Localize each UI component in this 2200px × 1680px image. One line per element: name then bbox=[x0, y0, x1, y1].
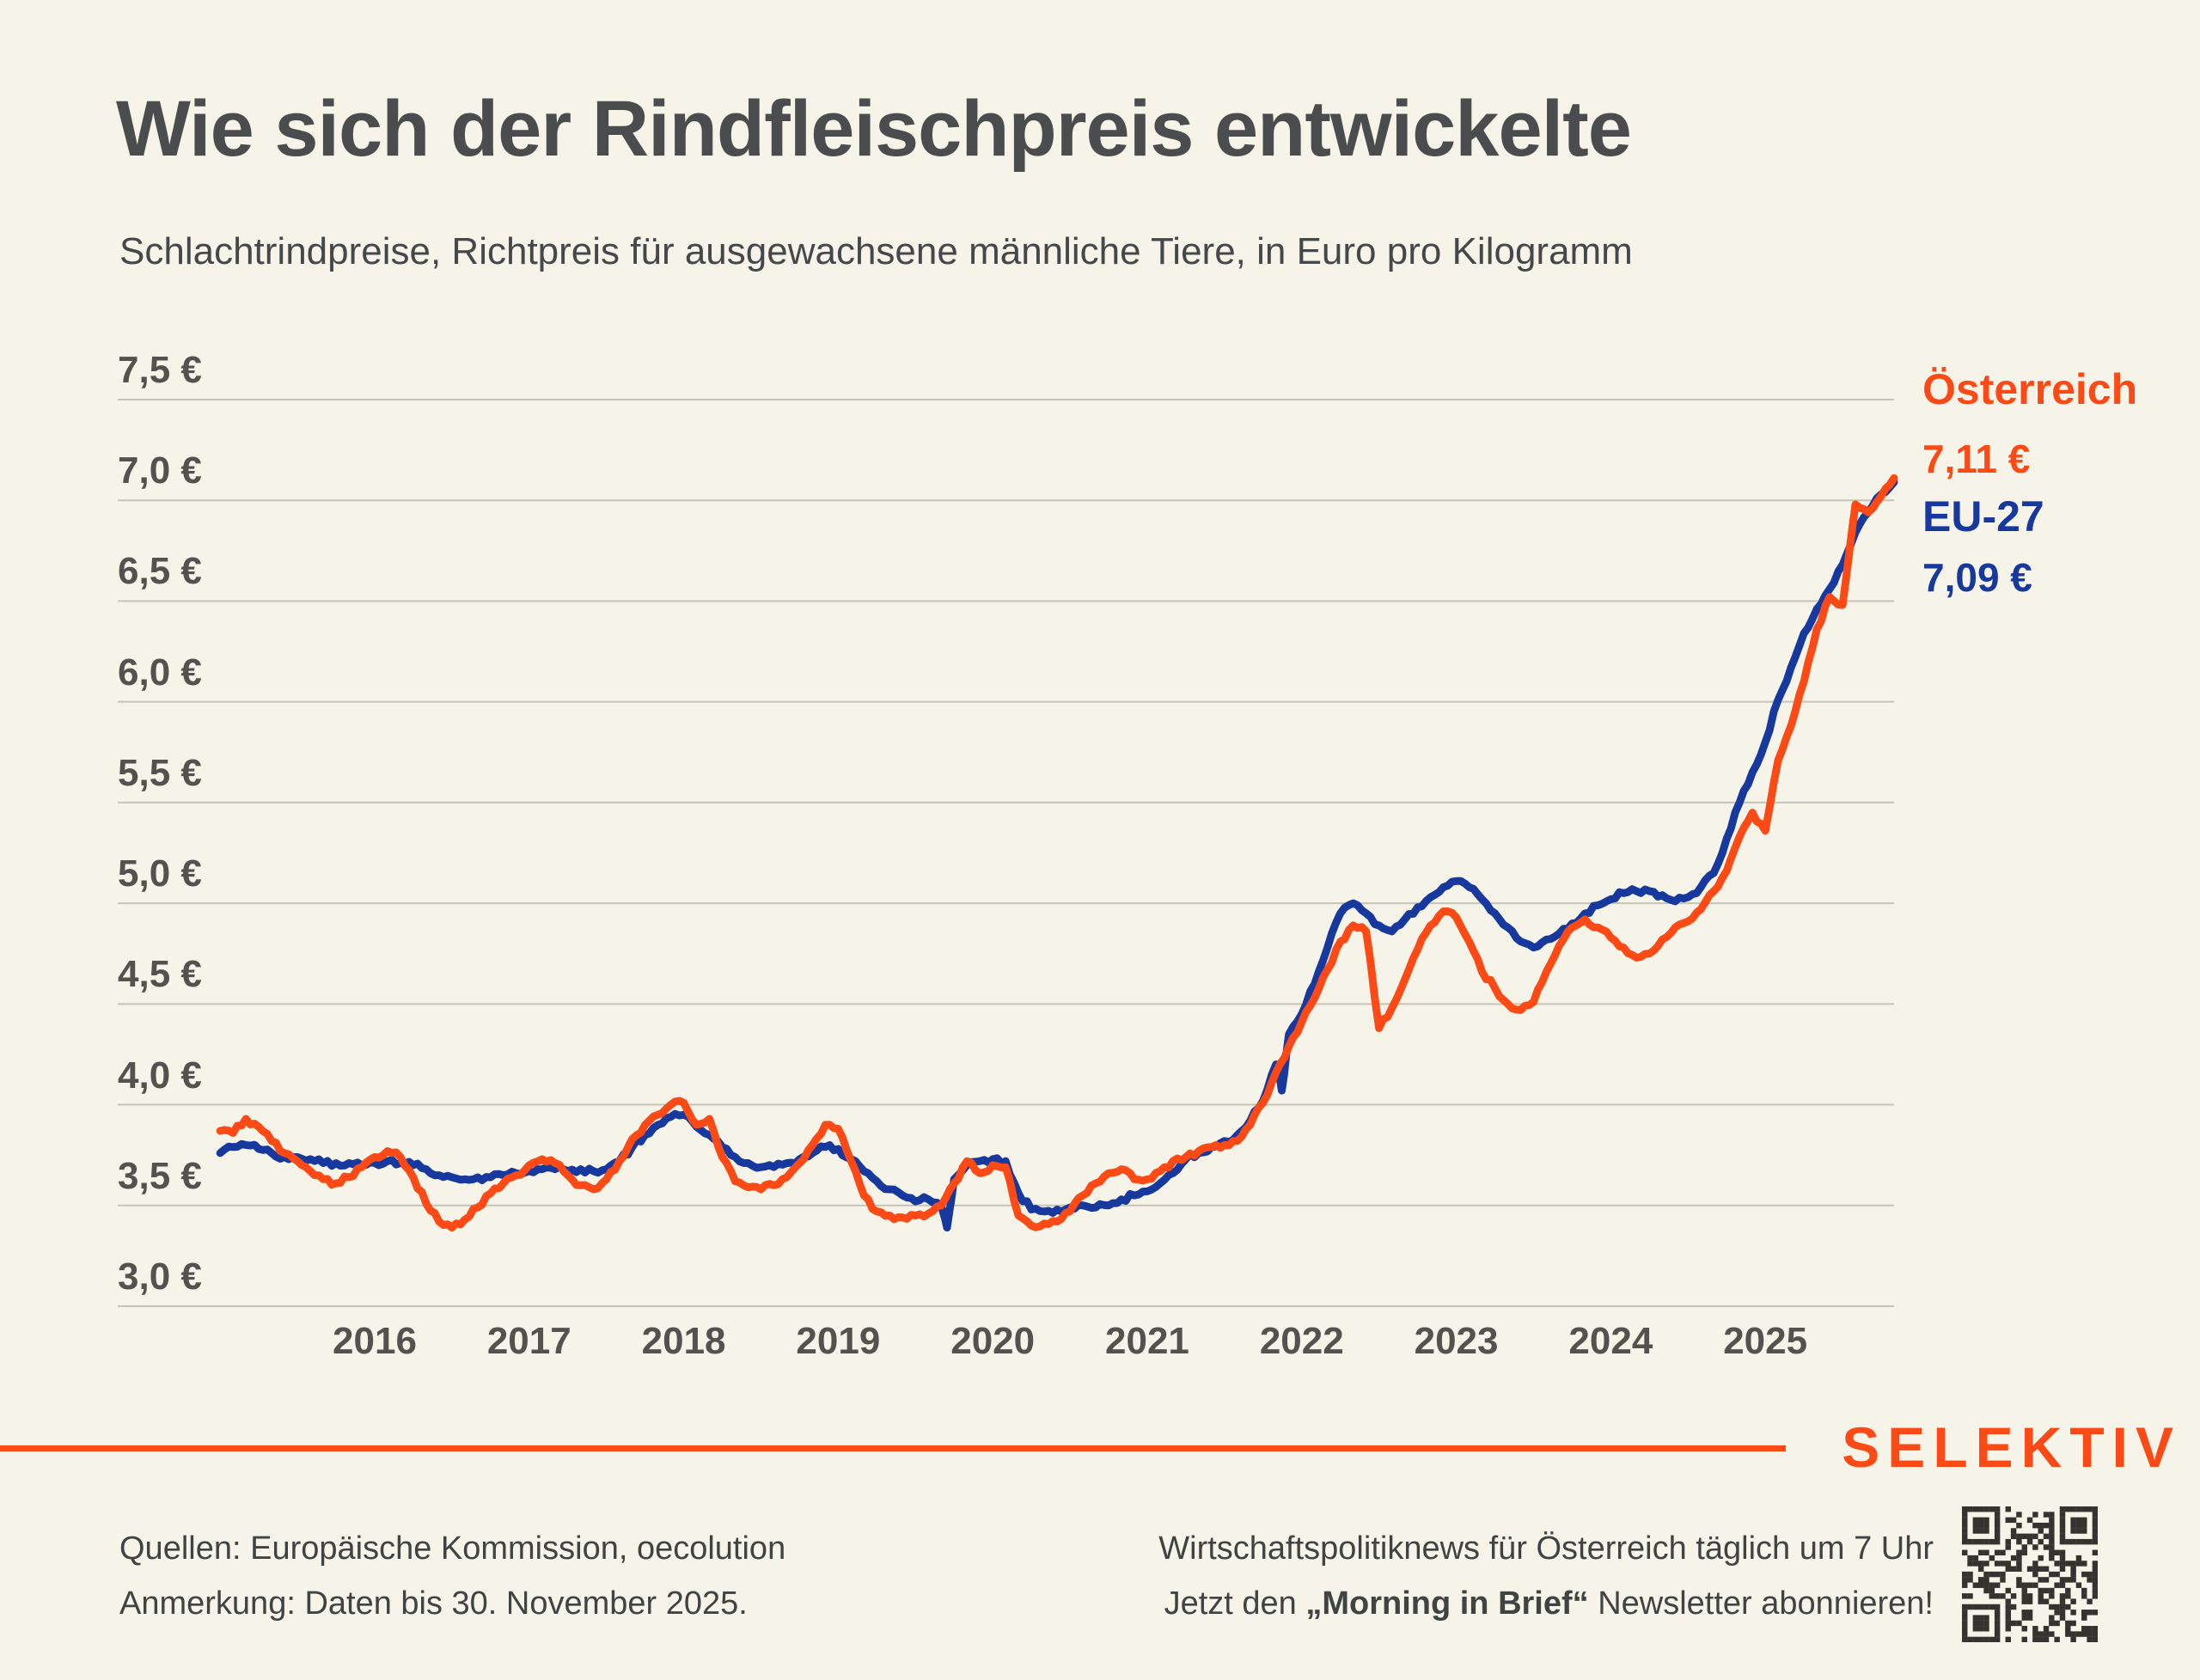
y-axis-tick-label: 4,5 € bbox=[118, 953, 202, 996]
y-axis-tick-label: 3,5 € bbox=[118, 1154, 202, 1197]
legend-value-eu27: 7,09 € bbox=[1922, 555, 2032, 600]
promo-prefix: Jetzt den bbox=[1164, 1585, 1306, 1622]
promo-newsletter-name: „Morning in Brief“ bbox=[1305, 1585, 1589, 1622]
y-axis-tick-label: 7,0 € bbox=[118, 449, 202, 492]
sources-note: Quellen: Europäische Kommission, oecolut… bbox=[119, 1530, 786, 1567]
x-axis-tick-label: 2019 bbox=[796, 1320, 881, 1362]
series-line-eu-27 bbox=[216, 478, 1898, 1232]
series-line-österreich bbox=[216, 473, 1898, 1232]
legend-label-austria: Österreich bbox=[1922, 365, 2138, 413]
newsletter-promo-line2: Jetzt den „Morning in Brief“ Newsletter … bbox=[1164, 1584, 1934, 1623]
y-axis-tick-label: 3,0 € bbox=[118, 1255, 202, 1298]
newsletter-promo-line1: Wirtschaftspolitiknews für Österreich tä… bbox=[1158, 1530, 1934, 1567]
y-axis-tick-label: 6,0 € bbox=[118, 651, 202, 693]
x-axis-tick-label: 2024 bbox=[1568, 1320, 1653, 1362]
y-axis-tick-label: 6,5 € bbox=[118, 550, 202, 593]
legend-label-eu27: EU-27 bbox=[1922, 492, 2044, 541]
chart-subtitle: Schlachtrindpreise, Richtpreis für ausge… bbox=[119, 230, 1633, 272]
footer-divider-line bbox=[0, 1445, 1786, 1451]
qr-code bbox=[1962, 1506, 2098, 1642]
y-axis-tick-label: 7,5 € bbox=[118, 349, 202, 391]
legend-value-austria: 7,11 € bbox=[1922, 437, 2031, 481]
x-axis-tick-label: 2016 bbox=[333, 1320, 417, 1362]
x-axis-tick-label: 2025 bbox=[1723, 1320, 1808, 1362]
brand-logo-selektiv: SELEKTIV bbox=[1842, 1415, 2181, 1479]
x-axis-tick-label: 2017 bbox=[486, 1320, 571, 1362]
page-title: Wie sich der Rindfleischpreis entwickelt… bbox=[116, 85, 1632, 173]
promo-suffix: Newsletter abonnieren! bbox=[1588, 1585, 1934, 1622]
y-axis-tick-label: 4,0 € bbox=[118, 1054, 202, 1097]
x-axis-tick-label: 2021 bbox=[1105, 1320, 1189, 1362]
x-axis-tick-label: 2020 bbox=[950, 1320, 1036, 1362]
x-axis-tick-label: 2022 bbox=[1259, 1320, 1344, 1362]
x-axis-tick-label: 2018 bbox=[641, 1320, 726, 1362]
data-note: Anmerkung: Daten bis 30. November 2025. bbox=[119, 1585, 748, 1622]
y-axis-tick-label: 5,5 € bbox=[118, 751, 202, 794]
y-axis-tick-label: 5,0 € bbox=[118, 852, 202, 895]
x-axis-tick-label: 2023 bbox=[1414, 1320, 1499, 1362]
